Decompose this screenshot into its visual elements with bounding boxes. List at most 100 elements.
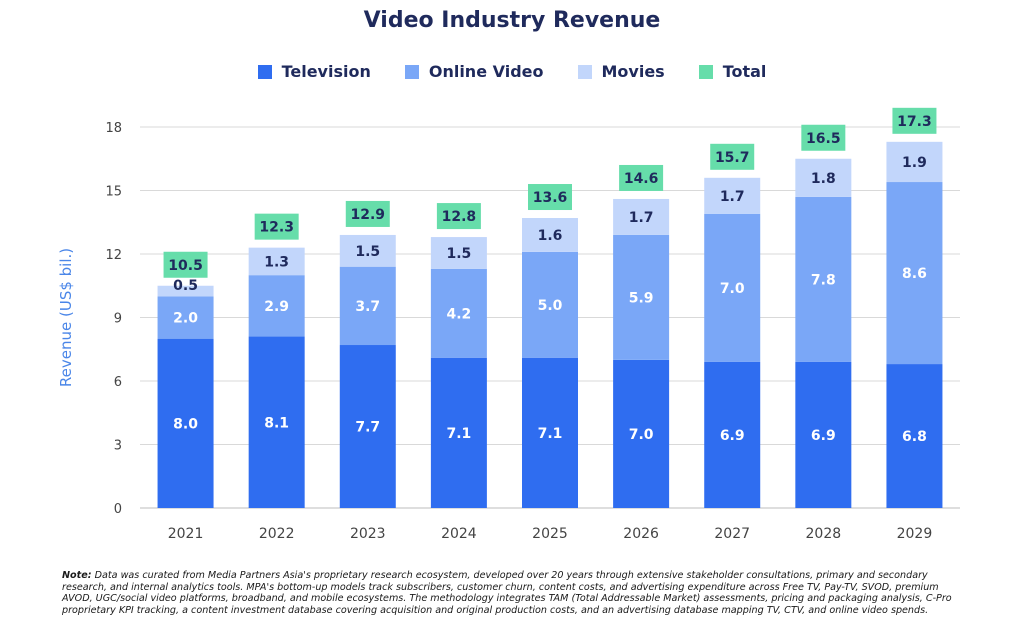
legend-item-movies: Movies [577,62,665,81]
bar-segment-online-video [886,182,943,365]
data-label: 7.8 [811,272,836,288]
y-tick-label: 6 [114,375,122,390]
legend-swatch-television [257,64,272,79]
total-label: 16.5 [806,131,841,147]
total-label: 10.5 [168,258,203,274]
total-label: 12.3 [259,220,294,236]
total-label: 15.7 [715,150,750,166]
footnote-label: Note: [62,570,92,581]
legend-label-total: Total [722,62,767,81]
total-badge [619,164,664,191]
data-label: 8.1 [264,415,289,431]
data-label: 8.6 [902,266,927,282]
bar-segment-online-video [339,266,396,346]
x-tick-label: 2024 [441,526,477,542]
data-label: 2.0 [173,311,198,327]
x-tick-label: 2021 [168,526,204,542]
legend-swatch-total [698,64,713,79]
bar-segment-movies [339,234,396,267]
bar-segment-television [795,361,852,508]
total-badge [436,203,481,230]
y-tick-label: 9 [114,312,122,327]
legend-label-television: Television [281,62,371,81]
data-label: 1.8 [811,171,836,187]
bar-segment-movies [157,285,214,297]
total-badge [892,107,937,134]
bar-segment-television [704,361,761,508]
y-tick-label: 0 [114,502,122,517]
data-label: 1.5 [446,246,471,262]
data-label: 7.1 [538,426,563,442]
total-badge [254,213,299,240]
legend-item-online-video: Online Video [404,62,544,81]
bar-segment-online-video [248,275,305,337]
data-label: 0.5 [173,278,198,294]
data-label: 5.0 [538,298,563,314]
bar-segment-movies [522,218,578,252]
bar-segment-movies [613,198,670,235]
legend-label-online-video: Online Video [428,62,544,81]
x-tick-label: 2023 [350,526,386,542]
stacked-bar-chart: 0 3 6 9 12 15 18 Revenue (US$ bil.) 8.0 2.0 0.5 10.… [57,107,960,542]
bar-segment-online-video [430,268,487,358]
bar-segment-movies [795,158,852,197]
total-label: 13.6 [533,190,568,206]
y-tick-label: 12 [105,248,122,263]
bar-segment-television [886,364,943,508]
chart-title: Video Industry Revenue [363,8,661,33]
bar-segment-online-video [157,296,214,339]
data-label: 7.0 [629,427,654,443]
legend-swatch-movies [577,64,592,79]
total-badge [710,143,755,170]
total-badge [801,124,846,151]
y-tick-label: 3 [114,439,122,454]
bar-segment-television [522,357,578,508]
bar-segment-movies [886,141,943,183]
data-label: 8.0 [173,416,198,432]
bar-segment-movies [248,247,305,276]
legend-item-total: Total [698,62,767,81]
x-tick-label: 2028 [806,526,842,542]
data-label: 3.7 [355,299,380,315]
data-label: 1.7 [629,210,654,226]
data-label: 1.5 [355,244,380,260]
bar-segment-television [248,336,305,508]
legend-item-television: Television [257,62,371,81]
data-label: 1.9 [902,155,927,171]
bar-segment-television [157,338,214,508]
bar-segment-online-video [613,234,670,360]
x-tick-label: 2029 [897,526,933,542]
x-tick-label: 2022 [259,526,295,542]
data-label: 2.9 [264,299,289,315]
data-label: 1.7 [720,189,745,205]
data-label: 4.2 [446,306,471,322]
data-label: 7.0 [720,281,745,297]
bar-segment-movies [430,237,487,269]
total-label: 17.3 [897,114,932,130]
y-tick-label: 15 [105,185,122,200]
total-badge [345,200,390,227]
chart-legend: Television Online Video Movies Total [0,62,1024,81]
total-label: 12.8 [442,209,477,225]
bar-segment-television [613,359,670,508]
bar-segment-online-video [795,196,852,362]
data-label: 1.6 [538,228,563,244]
footnote: Note: Data was curated from Media Partne… [62,570,967,616]
legend-label-movies: Movies [601,62,665,81]
x-tick-label: 2025 [532,526,568,542]
y-tick-label: 18 [105,121,122,136]
data-label: 5.9 [629,290,654,306]
data-label: 7.7 [355,420,380,436]
bar-segment-online-video [522,251,578,358]
y-axis-label: Revenue (US$ bil.) [57,248,75,387]
data-label: 7.1 [446,426,471,442]
data-label: 6.9 [720,428,745,444]
bar-segment-movies [704,177,761,214]
total-label: 12.9 [351,207,386,223]
total-badge [163,251,208,278]
bar-segment-television [430,357,487,508]
x-tick-label: 2026 [623,526,659,542]
bar-segment-television [339,345,396,508]
legend-swatch-online-video [404,64,419,79]
data-label: 6.9 [811,428,836,444]
